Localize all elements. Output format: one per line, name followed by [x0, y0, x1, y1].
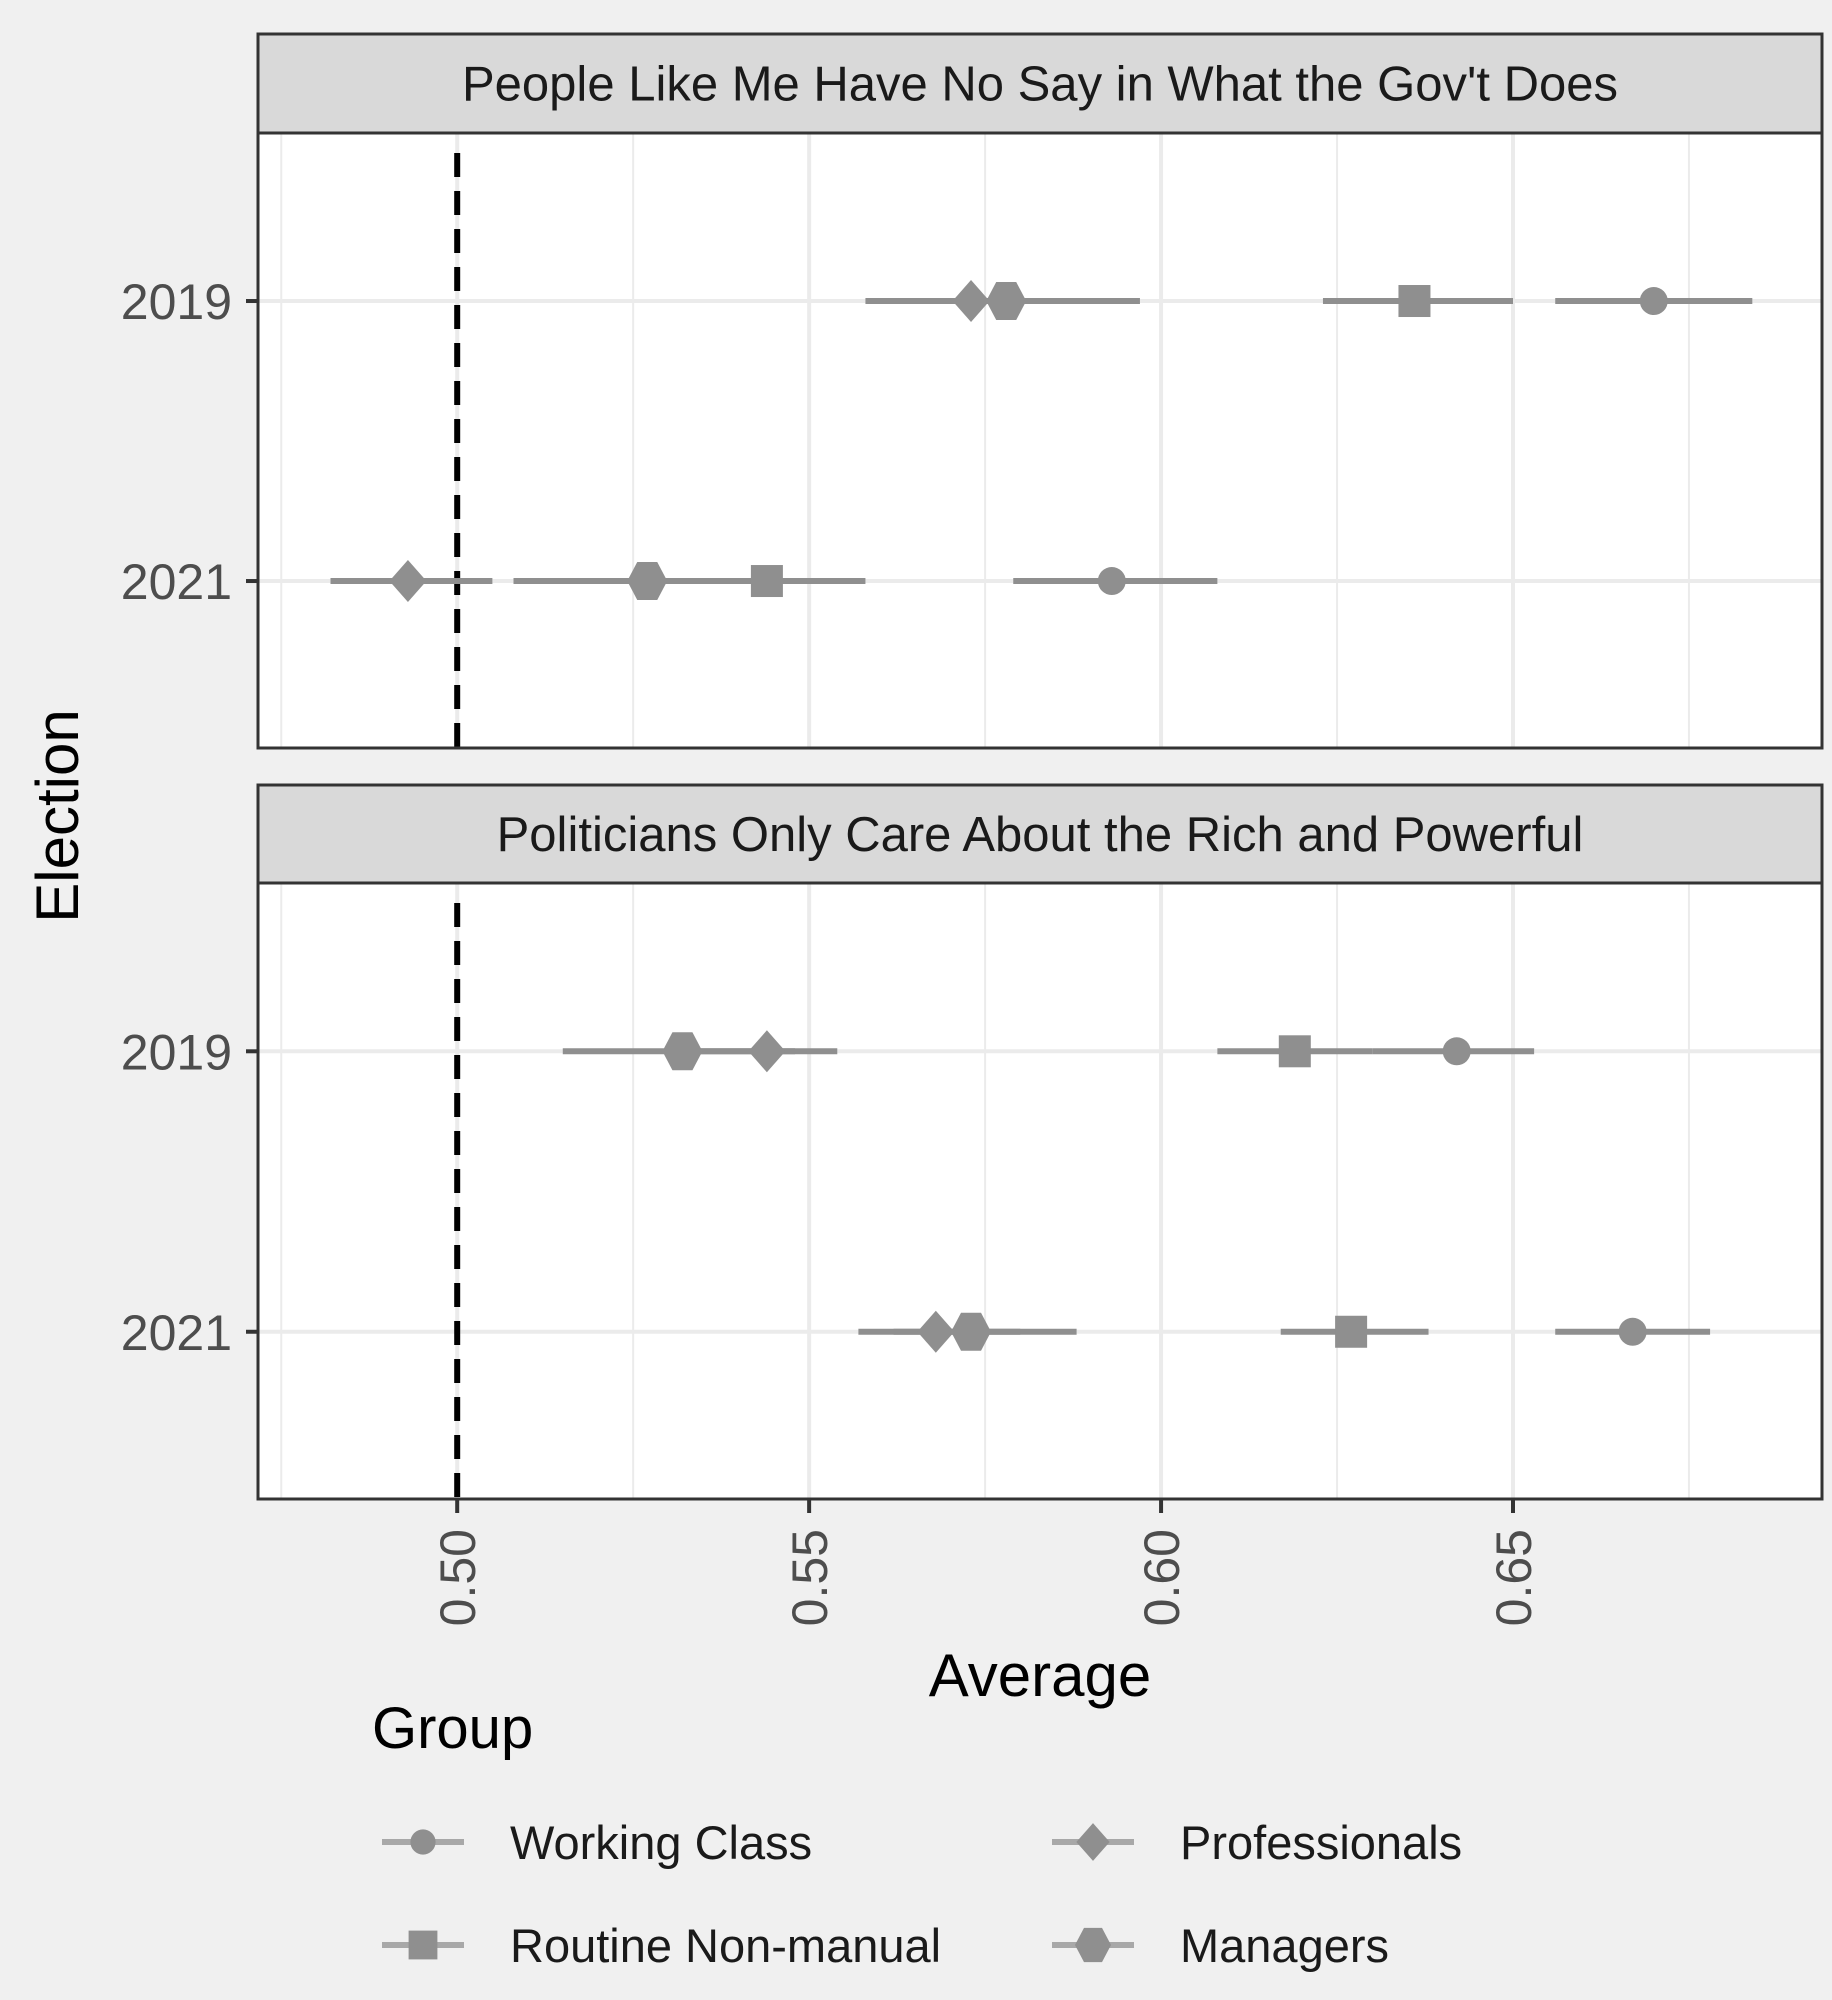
data-point — [1639, 287, 1668, 316]
legend-item: Professionals — [1052, 1816, 1462, 1869]
y-tick-label: 2019 — [121, 1024, 232, 1080]
legend-key-square-icon — [408, 1930, 438, 1960]
facet-panel: Politicians Only Care About the Rich and… — [121, 783, 1824, 1501]
data-point — [662, 1032, 703, 1071]
plot-background — [258, 133, 1822, 748]
facet-strip — [256, 783, 1824, 885]
x-axis: 0.50 0.55 0.60 0.65 — [430, 1499, 1542, 1626]
facet-strip-title: Politicians Only Care About the Rich and… — [497, 808, 1584, 862]
legend-key-hexagon-icon — [1075, 1927, 1111, 1963]
legend-item: Working Class — [382, 1816, 812, 1869]
facet-strip — [256, 32, 1824, 135]
data-point — [1335, 1315, 1368, 1348]
data-point — [750, 565, 783, 598]
legend-item: Managers — [1052, 1919, 1389, 1972]
data-point — [1442, 1037, 1471, 1066]
facet-panel: People Like Me Have No Say in What the G… — [121, 32, 1824, 750]
legend-item: Routine Non-manual — [382, 1919, 941, 1972]
legend-label: Professionals — [1180, 1816, 1462, 1869]
data-point — [627, 562, 668, 601]
legend-entries: Working Class Professionals Routine Non-ma… — [382, 1816, 1462, 1972]
x-tick-label: 0.55 — [782, 1529, 838, 1626]
y-tick-label: 2021 — [121, 1305, 232, 1361]
legend-label: Managers — [1180, 1919, 1389, 1972]
data-point — [917, 1310, 955, 1353]
y-axis-title: Election — [24, 709, 91, 922]
legend-title: Group — [372, 1696, 533, 1761]
facet-panels: People Like Me Have No Say in What the G… — [121, 32, 1824, 1501]
legend-label: Working Class — [510, 1816, 812, 1869]
x-tick-label: 0.50 — [430, 1529, 486, 1626]
panel-border — [256, 881, 1824, 1501]
x-tick-label: 0.65 — [1486, 1529, 1542, 1626]
y-tick-label: 2021 — [121, 554, 232, 610]
legend-key-diamond-icon — [1076, 1823, 1110, 1861]
data-point — [951, 1312, 992, 1351]
facet-strip-title: People Like Me Have No Say in What the G… — [462, 58, 1618, 112]
data-point — [986, 282, 1027, 321]
data-point — [1618, 1317, 1647, 1346]
data-point — [1278, 1035, 1311, 1068]
y-tick-label: 2019 — [121, 274, 232, 330]
legend-label: Routine Non-manual — [510, 1919, 941, 1972]
data-point — [1097, 567, 1126, 596]
data-point — [952, 280, 990, 323]
plot-background — [258, 883, 1822, 1499]
legend: Group Working Class Professionals Routine … — [372, 1696, 1462, 1972]
panel-border — [256, 131, 1824, 750]
data-point — [389, 560, 427, 603]
legend-key-circle-icon — [410, 1829, 436, 1855]
x-tick-label: 0.60 — [1134, 1529, 1190, 1626]
data-point — [748, 1030, 786, 1073]
x-axis-title: Average — [929, 1642, 1151, 1709]
data-point — [1398, 285, 1431, 318]
